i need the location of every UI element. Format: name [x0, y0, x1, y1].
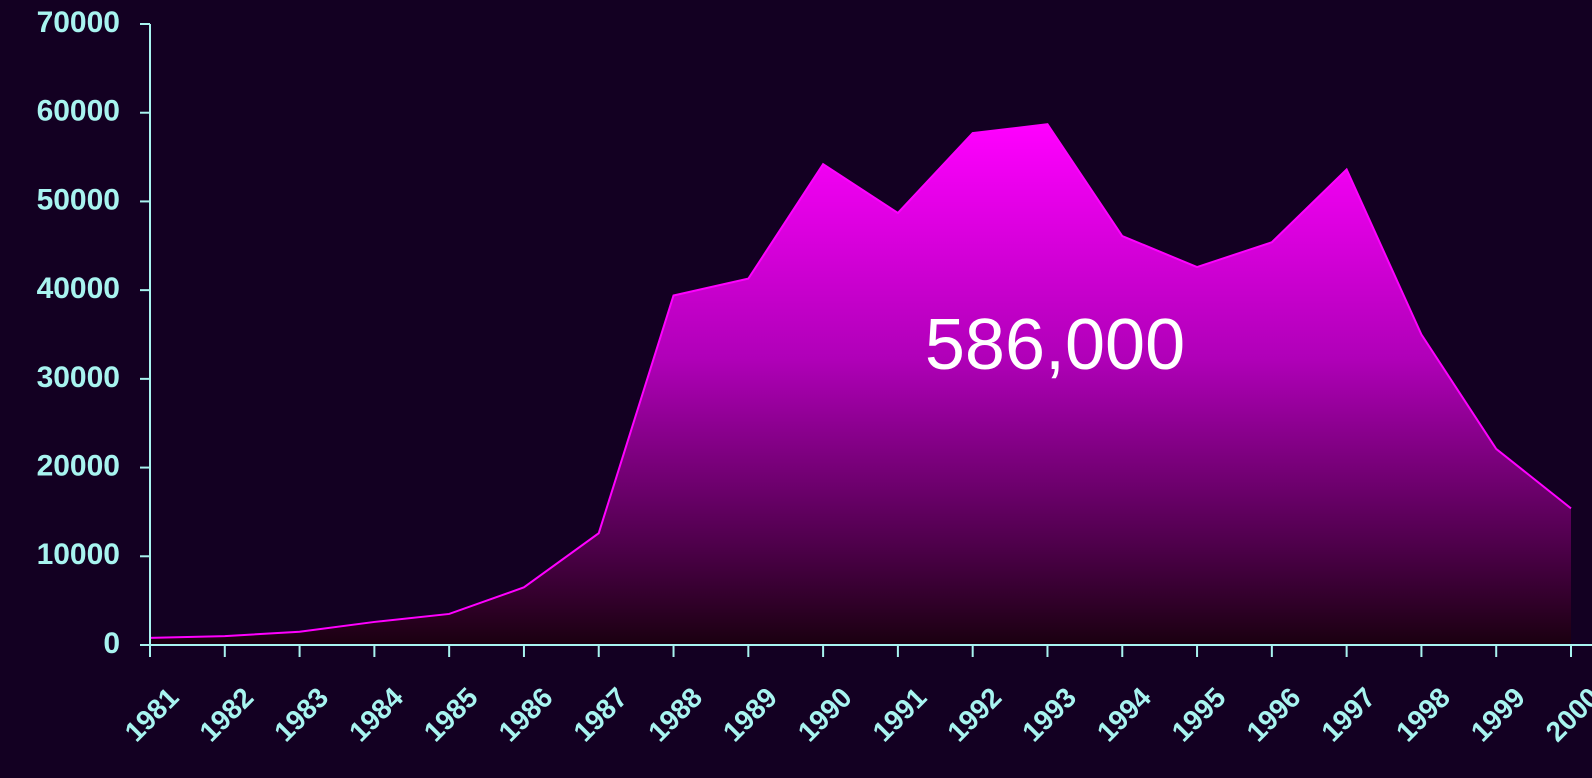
x-tick-label: 1986 [493, 682, 559, 748]
x-tick-label: 2000 [1540, 682, 1592, 748]
x-tick-label: 1996 [1241, 682, 1307, 748]
x-tick-label: 1983 [268, 682, 334, 748]
y-tick-label: 60000 [37, 95, 120, 128]
x-tick-label: 1995 [1166, 682, 1232, 748]
area [150, 124, 1571, 646]
y-tick-label: 70000 [37, 6, 120, 39]
x-tick-label: 1988 [642, 682, 708, 748]
x-tick-label: 1999 [1465, 682, 1531, 748]
y-tick-label: 40000 [37, 272, 120, 305]
x-tick-label: 1987 [567, 682, 633, 748]
x-tick-label: 1993 [1016, 682, 1082, 748]
area-line [149, 123, 1572, 639]
x-tick-label: 1981 [119, 682, 185, 748]
x-tick-label: 1997 [1315, 682, 1381, 748]
x-tick-label: 1990 [792, 682, 858, 748]
y-tick-label: 20000 [37, 449, 120, 482]
x-tick-label: 1998 [1390, 682, 1456, 748]
x-tick-label: 1985 [418, 682, 484, 748]
x-tick-label: 1994 [1091, 681, 1157, 747]
y-tick-label: 0 [103, 627, 120, 660]
x-tick-label: 1992 [941, 682, 1007, 748]
x-tick-label: 1984 [343, 681, 409, 747]
x-tick-label: 1982 [193, 682, 259, 748]
annotation: 586,000 [925, 305, 1185, 385]
x-tick-label: 1989 [717, 682, 783, 748]
y-tick-label: 10000 [37, 538, 120, 571]
x-tick-label: 1991 [867, 682, 933, 748]
y-tick-label: 50000 [37, 183, 120, 216]
y-tick-label: 30000 [37, 361, 120, 394]
